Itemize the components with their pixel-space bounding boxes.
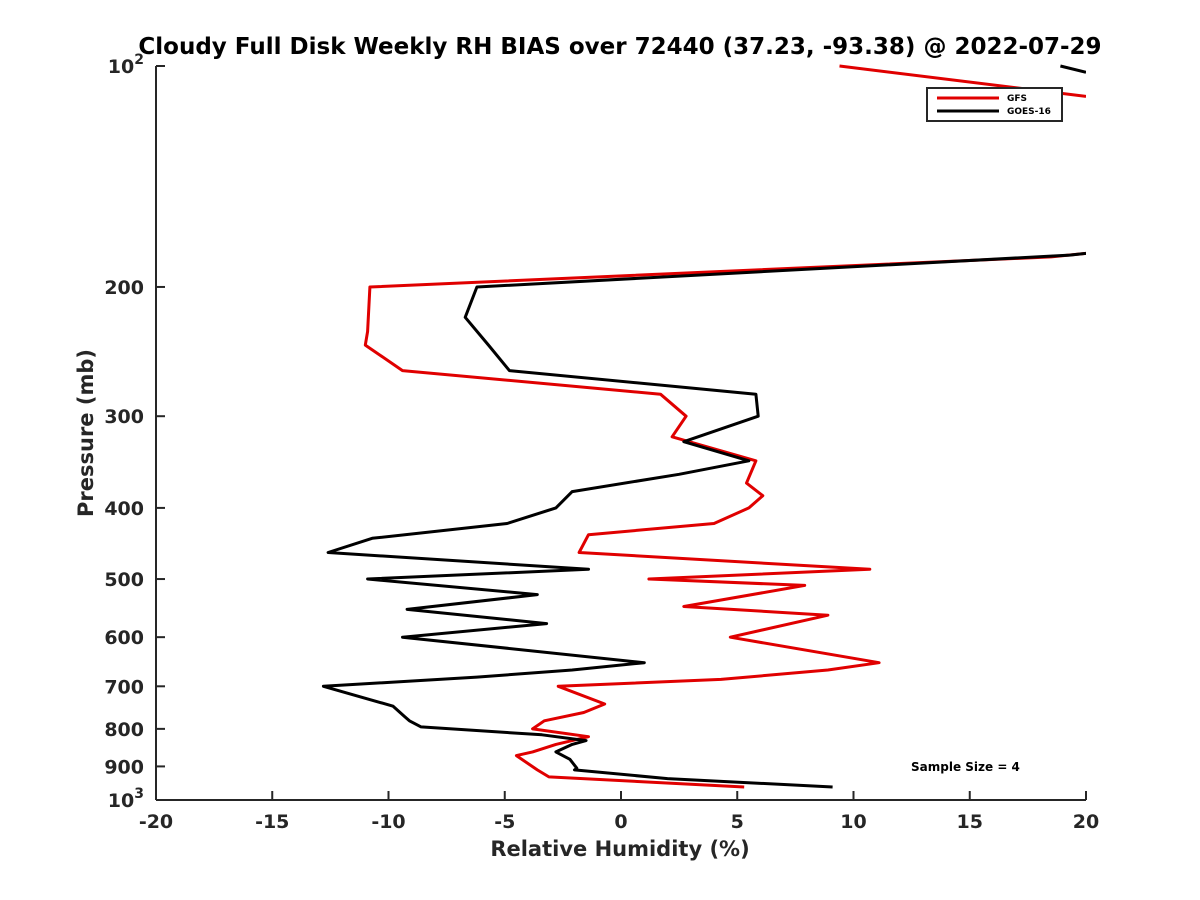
x-tick-label: 5 [731,811,744,833]
y-tick-label: 103 [108,786,144,812]
legend-box [926,87,1063,122]
y-axis-title: Pressure (mb) [74,349,98,517]
y-tick-label: 700 [104,676,144,698]
x-tick-label: -15 [255,811,289,833]
y-tick-label: 800 [104,719,144,741]
series-line-goes-16-1 [321,251,1086,789]
y-tick-label: 900 [104,756,144,778]
legend-label-goes-16: GOES-16 [1007,107,1051,117]
y-tick-label: 102 [108,52,144,78]
legend: GFS GOES-16 [926,87,1063,122]
y-tick-label: 300 [104,406,144,428]
series-goes-16 [321,64,1086,789]
y-tick-label: 200 [104,277,144,299]
y-tick-label: 500 [104,569,144,591]
x-tick-label: 0 [614,811,627,833]
series-line-gfs-1 [363,251,1086,789]
x-tick-label: 20 [1073,811,1099,833]
series-line-goes-16-0 [1060,64,1086,74]
legend-label-gfs: GFS [1007,94,1027,104]
x-tick-label: -10 [371,811,405,833]
x-tick-label: 15 [957,811,983,833]
y-tick-label: 400 [104,498,144,520]
chart-title: Cloudy Full Disk Weekly RH BIAS over 724… [138,34,1101,60]
axes: -20 -15 -10 -5 0 5 10 15 20 102 200 300 400 500 600 700… [104,52,1099,833]
x-tick-label: -20 [139,811,173,833]
x-tick-label: 10 [840,811,866,833]
y-tick-label: 600 [104,627,144,649]
sample-size-annotation: Sample Size = 4 [911,760,1020,774]
x-axis-title: Relative Humidity (%) [490,837,749,861]
x-tick-label: -5 [494,811,515,833]
